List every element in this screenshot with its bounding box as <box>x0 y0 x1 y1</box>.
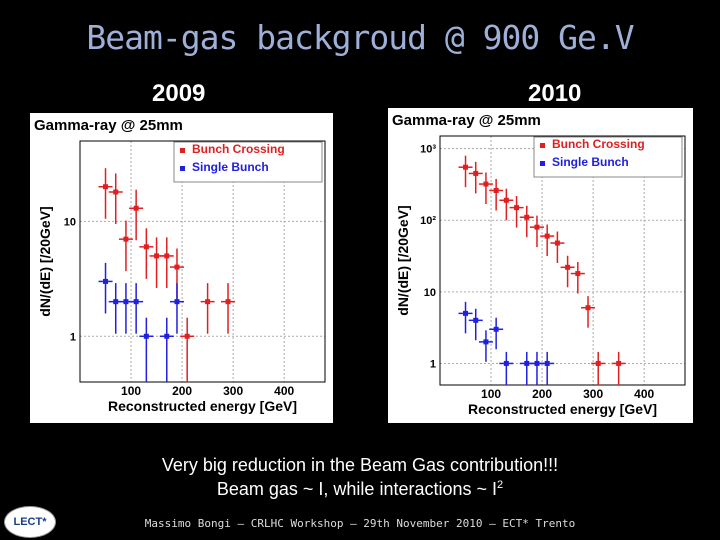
legend-entry: Single Bunch <box>192 160 269 174</box>
x-axis-label: Reconstructed energy [GeV] <box>108 398 297 414</box>
x-tick-label: 400 <box>634 387 654 401</box>
chart-title: Gamma-ray @ 25mm <box>392 112 541 129</box>
data-point <box>575 271 581 277</box>
data-point <box>544 360 550 366</box>
data-point <box>103 278 109 284</box>
y-axis-label: dN/(dE) [/20GeV] <box>37 206 53 316</box>
data-point <box>534 224 540 230</box>
data-point <box>544 233 550 239</box>
legend-entry: Bunch Crossing <box>552 137 645 151</box>
data-point <box>534 360 540 366</box>
data-point <box>225 299 231 305</box>
legend-marker <box>540 161 545 166</box>
data-point <box>585 305 591 311</box>
chart-title: Gamma-ray @ 25mm <box>34 117 183 134</box>
legend-entry: Bunch Crossing <box>192 142 285 156</box>
caption-line-2: Beam gas ~ I, while interactions ~ I2 <box>0 479 720 500</box>
data-point <box>164 333 170 339</box>
data-point <box>133 299 139 305</box>
data-point <box>524 360 530 366</box>
data-point <box>123 299 129 305</box>
data-point <box>514 205 520 211</box>
legend-entry: Single Bunch <box>552 155 629 169</box>
data-point <box>123 236 129 242</box>
caption-line-1: Very big reduction in the Beam Gas contr… <box>161 455 559 475</box>
x-tick-label: 200 <box>172 384 192 398</box>
chart-panel-2009: Gamma-ray @ 25mm 100 200 300 400 1 10 Reconstru… <box>30 113 333 423</box>
x-tick-label: 100 <box>481 387 501 401</box>
y-tick-label: 10³ <box>420 144 436 156</box>
chart-2009: Gamma-ray @ 25mm 100 200 300 400 1 10 Reconstru… <box>34 117 326 414</box>
legend-marker <box>180 148 185 153</box>
legend-box <box>173 141 323 183</box>
y-tick-label: 10 <box>424 287 436 299</box>
y-tick-label: 1 <box>70 331 76 343</box>
data-point <box>493 326 499 332</box>
year-label-2009: 2009 <box>152 80 206 107</box>
footer-text: Massimo Bongi – CRLHC Workshop – 29th No… <box>144 517 576 530</box>
legend-box <box>533 136 683 178</box>
data-point <box>473 170 479 176</box>
x-tick-label: 100 <box>121 384 141 398</box>
data-point <box>595 360 601 366</box>
y-tick-label: 10² <box>420 215 436 227</box>
data-point <box>503 197 509 203</box>
data-point <box>133 205 139 211</box>
y-tick-label: 1 <box>430 358 436 370</box>
plot-frame <box>439 135 686 386</box>
data-point <box>503 360 509 366</box>
data-point <box>184 333 190 339</box>
data-point <box>143 333 149 339</box>
plot-frame <box>79 140 326 383</box>
y-axis-label: dN/(dE) [/20GeV] <box>395 205 411 315</box>
data-point <box>113 299 119 305</box>
data-point <box>463 310 469 316</box>
legend-marker <box>180 166 185 171</box>
data-point <box>554 240 560 246</box>
ect-logo: LECT* <box>4 506 56 538</box>
data-point <box>164 253 170 259</box>
x-tick-label: 300 <box>583 387 603 401</box>
legend-marker <box>540 143 545 148</box>
year-label-2010: 2010 <box>528 80 582 107</box>
caption-superscript: 2 <box>497 479 504 491</box>
data-point <box>493 188 499 194</box>
data-point <box>103 184 109 190</box>
data-point <box>113 189 119 195</box>
data-point <box>174 264 180 270</box>
data-point <box>565 264 571 270</box>
x-tick-label: 300 <box>223 384 243 398</box>
data-point <box>483 339 489 345</box>
data-point <box>483 181 489 187</box>
data-point <box>154 253 160 259</box>
caption-line-2-text: Beam gas ~ I, while interactions ~ I <box>216 479 498 499</box>
x-tick-label: 400 <box>274 384 294 398</box>
data-point <box>205 299 211 305</box>
data-point <box>143 244 149 250</box>
data-point <box>174 299 180 305</box>
data-point <box>473 317 479 323</box>
chart-2010: Gamma-ray @ 25mm 100 200 300 400 1 10 10² 10³ Rec… <box>392 112 686 417</box>
x-tick-label: 200 <box>532 387 552 401</box>
slide-title: Beam-gas backgroud @ 900 Ge.V <box>86 18 634 57</box>
x-axis-label: Reconstructed energy [GeV] <box>468 401 657 417</box>
chart-panel-2010: Gamma-ray @ 25mm 100 200 300 400 1 10 10² 10³ Rec… <box>388 108 693 423</box>
y-tick-label: 10 <box>64 216 76 228</box>
data-point <box>524 214 530 220</box>
data-point <box>616 360 622 366</box>
data-point <box>463 164 469 170</box>
